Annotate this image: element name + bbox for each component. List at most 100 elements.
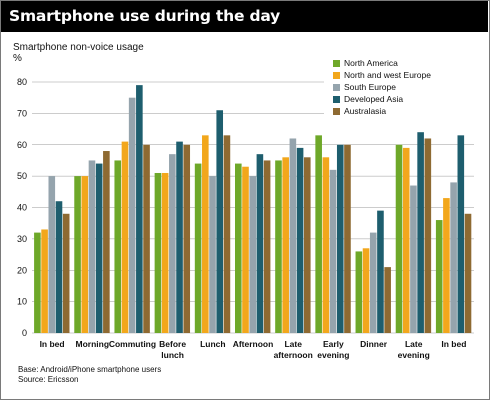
bar	[55, 201, 63, 333]
bar	[74, 176, 81, 333]
legend-swatch	[333, 84, 340, 91]
bar	[95, 163, 103, 333]
y-tick-label: 40	[17, 203, 27, 213]
bar	[136, 85, 143, 333]
bar	[344, 144, 351, 333]
bar	[336, 144, 344, 333]
bar	[194, 163, 202, 333]
bar	[121, 141, 129, 333]
bar	[377, 210, 384, 333]
title-bar: Smartphone use during the day	[1, 1, 488, 32]
bar	[169, 154, 176, 333]
bar	[322, 157, 330, 333]
bar	[402, 147, 410, 333]
legend: North America North and west Europe South …	[324, 56, 474, 120]
bar	[256, 154, 264, 333]
x-category-label: Lunch	[200, 339, 226, 349]
bar	[289, 138, 297, 333]
bar	[114, 160, 122, 333]
bar	[88, 160, 96, 333]
bar	[417, 132, 424, 333]
x-category-label: afternoon	[274, 350, 313, 360]
y-tick-label: 20	[17, 265, 27, 275]
bar	[355, 251, 363, 333]
bar	[223, 135, 231, 333]
bar	[410, 185, 417, 333]
x-category-label: Dinner	[360, 339, 388, 349]
bar	[41, 229, 48, 333]
bar	[464, 213, 472, 333]
bar	[329, 169, 337, 333]
legend-label: Australasia	[344, 106, 387, 116]
x-category-label: Late	[405, 339, 423, 349]
x-category-label: Afternoon	[233, 339, 274, 349]
bar	[424, 138, 432, 333]
legend-swatch	[333, 60, 340, 67]
legend-item: South Europe	[324, 82, 474, 94]
bar	[384, 267, 391, 333]
legend-item: North and west Europe	[324, 70, 474, 82]
legend-swatch	[333, 72, 340, 79]
bar	[176, 141, 183, 333]
legend-label: North America	[344, 58, 398, 68]
bar	[296, 147, 304, 333]
bar	[450, 182, 457, 333]
bar	[62, 213, 70, 333]
bar	[48, 176, 56, 333]
x-category-label: In bed	[441, 339, 466, 349]
bar	[128, 97, 136, 333]
legend-item: Australasia	[324, 106, 474, 118]
x-category-label: Morning	[76, 339, 110, 349]
x-category-label: Late	[284, 339, 302, 349]
bar	[216, 110, 224, 333]
x-category-label: Early	[323, 339, 344, 349]
bar	[435, 220, 443, 333]
legend-swatch	[333, 108, 340, 115]
bar	[81, 176, 89, 333]
legend-item: North America	[324, 58, 474, 70]
x-category-label: In bed	[40, 339, 65, 349]
bar	[395, 144, 403, 333]
y-axis-unit: %	[13, 53, 22, 64]
bar	[249, 176, 256, 333]
bar	[242, 166, 249, 333]
bar	[235, 163, 242, 333]
x-category-label: evening	[398, 350, 430, 360]
bar	[275, 160, 282, 333]
footnote-source: Source: Ericsson	[18, 375, 79, 384]
legend-swatch	[333, 96, 340, 103]
x-category-label: Commuting	[109, 339, 156, 349]
x-category-label: Before	[159, 339, 186, 349]
y-tick-label: 50	[17, 171, 27, 181]
bar	[282, 157, 289, 333]
bar	[263, 160, 271, 333]
legend-label: South Europe	[344, 82, 396, 92]
bar	[154, 172, 162, 333]
bar	[303, 157, 311, 333]
footnote: Base: Android/iPhone smartphone users So…	[18, 365, 161, 385]
x-category-label: evening	[317, 350, 349, 360]
bar	[34, 232, 41, 333]
legend-label: Developed Asia	[344, 94, 404, 104]
y-tick-label: 0	[22, 328, 27, 338]
y-axis-label: Smartphone non-voice usage %	[13, 42, 144, 64]
bar	[103, 151, 110, 333]
y-tick-label: 70	[17, 108, 27, 118]
bar	[443, 198, 450, 333]
bar	[315, 135, 322, 333]
bar	[143, 144, 150, 333]
legend-item: Developed Asia	[324, 94, 474, 106]
y-tick-label: 80	[17, 77, 27, 87]
bar	[457, 135, 465, 333]
y-tick-label: 30	[17, 234, 27, 244]
y-axis-label-text: Smartphone non-voice usage	[13, 42, 144, 53]
bar	[369, 232, 377, 333]
y-tick-label: 10	[17, 297, 27, 307]
footnote-base: Base: Android/iPhone smartphone users	[18, 365, 162, 374]
bar	[183, 144, 191, 333]
x-category-label: lunch	[161, 350, 184, 360]
bar	[209, 176, 216, 333]
bar	[161, 172, 169, 333]
bar	[362, 248, 370, 333]
